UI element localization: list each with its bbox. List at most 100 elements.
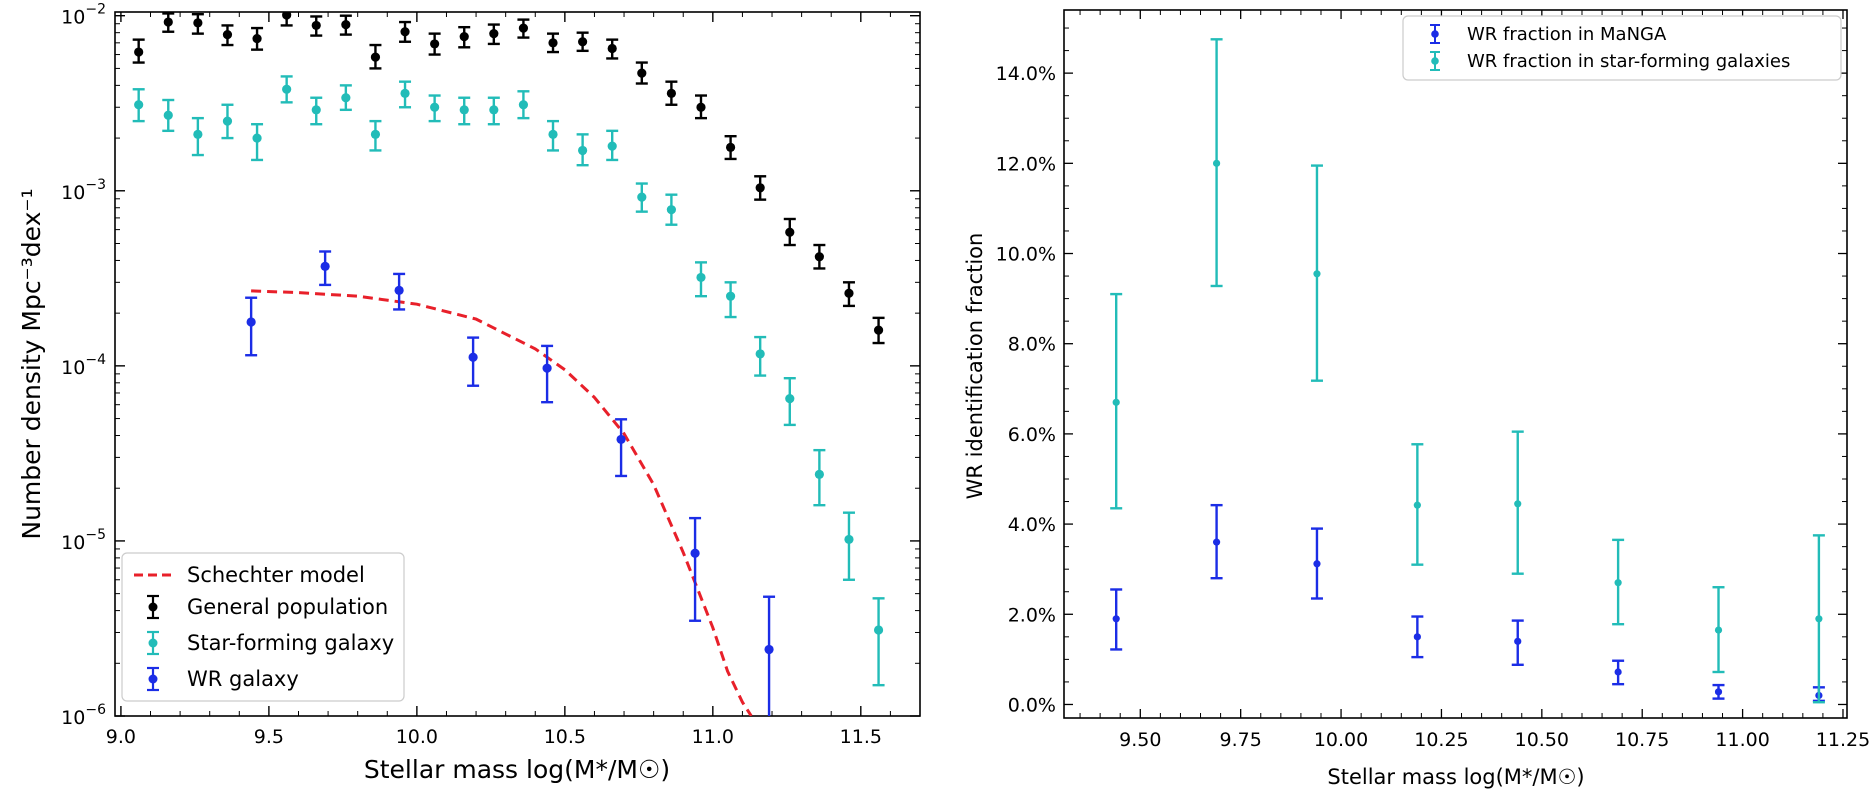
left-series-1-point-13 [517, 18, 530, 39]
right-y-tick-label: 2.0% [1008, 604, 1056, 626]
left-series-1-point-4 [251, 26, 264, 51]
right-series-1-point-0 [1110, 292, 1123, 510]
left-series-1-point-7 [339, 14, 352, 36]
left-series-2-point-23 [813, 448, 826, 507]
left-x-axis-label: Stellar mass log(M*/M☉) [364, 755, 670, 784]
left-series-1-point-24 [842, 281, 855, 308]
right-series-0-point-4 [1511, 619, 1524, 666]
left-series-1-point-24-point [844, 288, 854, 298]
left-series-2-point-15-point [578, 145, 588, 156]
left-series-2-point-18 [665, 193, 678, 226]
left-series-2-point-16-point [607, 141, 617, 151]
right-series-1-point-5 [1612, 538, 1625, 626]
right-y-tick-label: 12.0% [996, 153, 1056, 175]
left-series-1-point-5 [280, 12, 293, 27]
left-series-3-point-3-point [468, 352, 478, 362]
left-series-1-point-7-point [341, 19, 351, 30]
left-series-1-point-22-point [785, 227, 795, 237]
left-legend-box [121, 552, 405, 702]
left-x-tick-label: 9.0 [106, 726, 136, 748]
left-x-tick-label: 11.5 [840, 726, 882, 748]
left-series-1-point-2-point [193, 18, 203, 28]
right-series-1-point-1 [1210, 38, 1223, 288]
left-tick-group [115, 12, 921, 717]
left-series-1-point-16 [606, 38, 619, 60]
left-series-1-point-14 [547, 32, 560, 54]
left-series-2-point-3 [221, 103, 234, 140]
left-series-2-point-19-point [696, 272, 706, 283]
left-series-2-point-22-point [785, 394, 795, 404]
left-y-tick-label: 10−6 [61, 702, 106, 729]
left-series-1-point-19-point [696, 102, 706, 112]
right-x-tick-labels: 9.50 9.75 10.00 10.25 10.50 10.75 11.00 11.25 [1119, 729, 1870, 751]
left-series-2-point-4 [251, 123, 264, 162]
right-series-1-point-4 [1511, 430, 1524, 575]
left-series-1-point-1-point [163, 17, 173, 27]
right-legend-box [1402, 15, 1842, 81]
left-series-3-point-0-point [246, 317, 256, 327]
left-series-1-point-12-point [489, 29, 499, 39]
right-series-1-point-1-point [1212, 159, 1221, 167]
left-series-1-point-15-point [578, 37, 588, 47]
right-y-tick-labels: 0.0% 2.0% 4.0% 6.0% 8.0% 10.0% 12.0% 14.0% [996, 63, 1056, 716]
left-series-1-point-23 [813, 243, 826, 270]
left-series-2-point-17 [635, 182, 648, 213]
left-series-2-point-10 [428, 94, 441, 123]
right-series-0-point-5-point [1614, 668, 1622, 676]
left-series-3-point-0 [245, 296, 258, 357]
left-series-1-point-25 [872, 316, 885, 345]
legend-label-manga: WR fraction in MaNGA [1467, 24, 1667, 45]
left-series-1-point-21 [754, 175, 767, 201]
left-series-2-point-11-point [459, 105, 469, 115]
left-series-1-point-11-point [459, 31, 469, 42]
left-series-1-point-18 [665, 80, 678, 106]
legend-swatch-manga [1430, 24, 1440, 44]
left-x-tick-labels: 9.0 9.5 10.0 10.5 11.0 11.5 [106, 726, 882, 748]
left-series-1-point-1 [162, 12, 175, 33]
left-x-tick-label: 10.5 [544, 726, 586, 748]
left-y-tick-label: 10−5 [61, 527, 106, 554]
left-series-2-point-12-point [489, 105, 499, 115]
left-series-1-point-4-point [252, 34, 262, 44]
left-series-3-point-7 [763, 595, 776, 716]
legend-swatch-wr [147, 666, 159, 692]
left-series-3-point-2 [393, 272, 406, 311]
right-series-1-point-4-point [1514, 500, 1522, 508]
left-series-1-point-2 [191, 13, 204, 35]
legend-label-wr: WR galaxy [187, 667, 299, 691]
left-series-1-point-20 [724, 135, 737, 161]
left-x-tick-label: 11.0 [692, 726, 734, 748]
left-series-2-point-3-point [222, 116, 233, 126]
right-x-tick-label: 10.25 [1414, 729, 1468, 751]
right-series-0-point-6 [1712, 683, 1725, 700]
left-series-2-point-14 [547, 119, 560, 152]
left-series-3-point-1 [319, 250, 332, 287]
left-marks-group [132, 12, 885, 716]
left-series-2-point-0-point [134, 100, 144, 110]
left-y-tick-label: 10−4 [61, 352, 106, 379]
left-series-2-point-9-point [400, 88, 410, 98]
left-series-1-point-25-point [873, 325, 884, 335]
left-series-1-point-17-point [637, 68, 647, 78]
right-y-tick-label: 8.0% [1008, 334, 1056, 356]
right-x-axis-label: Stellar mass log(M*/M☉) [1327, 765, 1584, 789]
right-plot-frame [1063, 9, 1848, 719]
left-series-2-point-13 [517, 90, 530, 120]
right-y-axis-label: WR identification fraction [963, 233, 987, 500]
left-series-2-point-10-point [430, 102, 440, 112]
left-series-1-point-12 [487, 23, 500, 46]
left-series-3-point-5 [615, 418, 628, 478]
left-series-2-point-7-point [341, 93, 351, 103]
left-series-1-point-8 [369, 43, 382, 70]
left-series-1-point-23-point [814, 252, 824, 262]
left-series-2-point-20-point [725, 291, 736, 301]
left-series-2-point-4-point [252, 133, 262, 143]
right-x-tick-label: 9.50 [1119, 729, 1161, 751]
left-series-1-point-11 [458, 25, 471, 49]
left-series-3-point-7-point [764, 644, 774, 655]
legend-label-general: General population [187, 595, 388, 619]
left-x-tick-label: 10.0 [396, 726, 438, 748]
left-series-2-point-13-point [518, 100, 529, 110]
left-series-2-point-7 [339, 84, 352, 112]
left-series-1-point-0 [132, 38, 145, 64]
